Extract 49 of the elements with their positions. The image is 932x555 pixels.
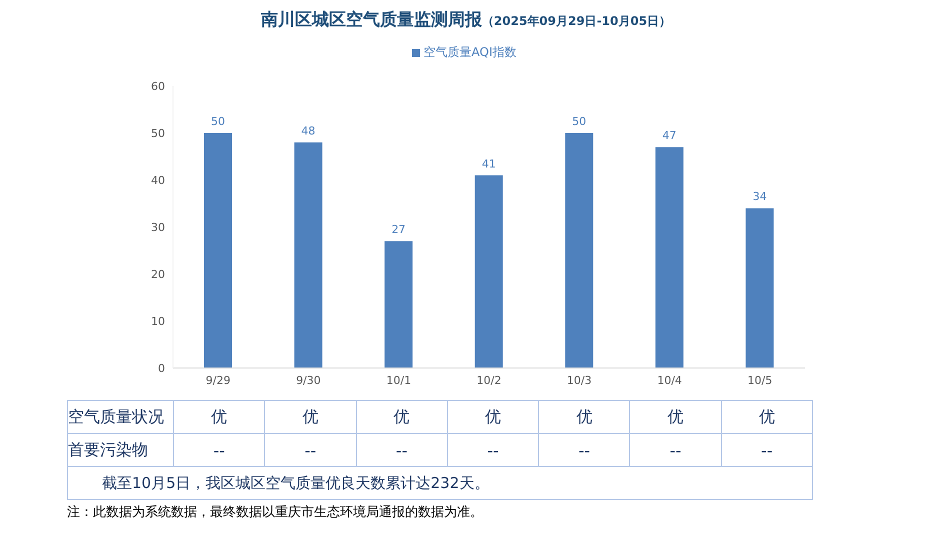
y-tick-label: 20 bbox=[151, 268, 165, 281]
y-tick-label: 60 bbox=[151, 80, 165, 93]
text: 优 bbox=[174, 400, 265, 434]
text: 截至10月5日，我区城区空气质量优良天数累计达232天。 bbox=[68, 466, 812, 500]
data-label: 41 bbox=[482, 157, 496, 170]
text: 优 bbox=[630, 400, 722, 434]
text: 优 bbox=[447, 400, 539, 434]
data-label: 47 bbox=[662, 129, 676, 142]
data-label: 50 bbox=[572, 115, 586, 128]
text: 优 bbox=[721, 400, 812, 434]
y-tick-label: 30 bbox=[151, 220, 165, 234]
bar bbox=[746, 208, 774, 368]
bar bbox=[474, 175, 503, 368]
bar bbox=[655, 147, 684, 368]
text: -- bbox=[447, 434, 539, 466]
x-tick-label: 10/1 bbox=[386, 374, 412, 387]
text: 首要污染物 bbox=[68, 434, 174, 466]
data-label: 27 bbox=[392, 223, 406, 236]
bar bbox=[294, 142, 322, 368]
legend-label: 空气质量AQI指数 bbox=[424, 45, 516, 59]
text: -- bbox=[174, 434, 265, 466]
text: -- bbox=[356, 434, 448, 466]
y-tick-label: 50 bbox=[151, 126, 165, 140]
bar bbox=[384, 241, 413, 368]
x-tick-label: 10/3 bbox=[566, 374, 592, 387]
data-label: 48 bbox=[301, 124, 316, 138]
text: -- bbox=[538, 434, 630, 466]
text: -- bbox=[721, 434, 812, 466]
x-tick-label: 9/30 bbox=[296, 374, 321, 387]
text: 优 bbox=[264, 400, 356, 434]
y-tick-label: 40 bbox=[151, 174, 165, 187]
y-tick-label: 0 bbox=[158, 362, 165, 375]
text: -- bbox=[630, 434, 722, 466]
text: 空气质量状况 bbox=[68, 400, 174, 434]
text: 优 bbox=[538, 400, 630, 434]
data-label: 50 bbox=[211, 115, 225, 128]
chart-subtitle: （2025年09月29日-10月05日） bbox=[482, 14, 672, 28]
bar bbox=[565, 133, 594, 368]
x-tick-label: 10/5 bbox=[748, 374, 772, 387]
bar bbox=[204, 133, 232, 368]
text: 注：此数据为系统数据，最终数据以重庆市生态环境局通报的数据为准。 bbox=[67, 504, 484, 521]
data-label: 34 bbox=[752, 190, 767, 204]
x-tick-label: 10/2 bbox=[476, 374, 502, 387]
text: -- bbox=[264, 434, 356, 466]
text: 优 bbox=[356, 400, 448, 434]
x-tick-label: 10/4 bbox=[657, 374, 682, 387]
y-tick-label: 10 bbox=[151, 314, 165, 328]
chart-title: 南川区城区空气质量监测周报 bbox=[260, 10, 482, 30]
x-tick-label: 9/29 bbox=[206, 374, 230, 387]
